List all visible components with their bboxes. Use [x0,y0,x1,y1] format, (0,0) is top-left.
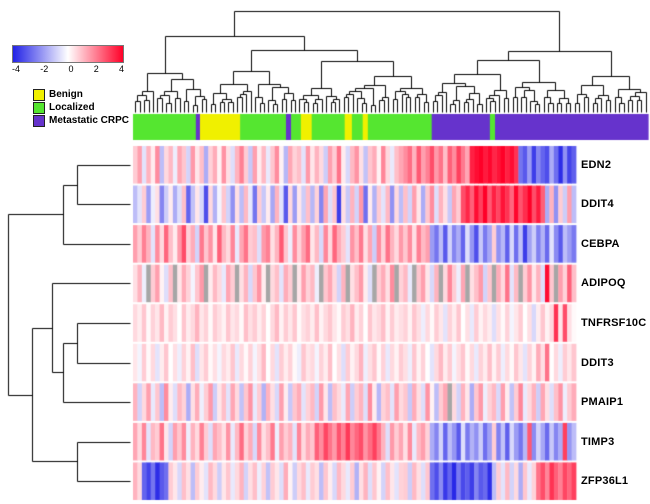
row-label: CEBPA [581,237,620,250]
color-scale-tick: -2 [40,64,49,74]
row-label: ZFP36L1 [581,475,629,488]
row-label: DDIT4 [581,198,614,211]
color-scale-tick: 4 [118,64,124,74]
row-label: ADIPOQ [581,277,626,290]
legend-label-metastatic-crpc: Metastatic CRPC [49,115,130,126]
row-label: PMAIP1 [581,396,624,409]
color-scale-tick: -4 [12,64,21,74]
color-scale: -4 -2 0 2 4 [12,45,124,74]
legend-item-localized: Localized [33,102,129,114]
legend-item-metastatic-crpc: Metastatic CRPC [33,115,129,127]
color-scale-ticks: -4 -2 0 2 4 [12,64,124,74]
legend-label-localized: Localized [49,102,95,113]
row-label: EDN2 [581,158,612,171]
legend-swatch-benign [33,89,45,101]
legend-item-benign: Benign [33,89,129,101]
sample-type-legend: Benign Localized Metastatic CRPC [33,89,129,128]
row-label: TIMP3 [581,435,615,448]
color-scale-tick: 2 [93,64,99,74]
row-label: DDIT3 [581,356,614,369]
color-scale-tick: 0 [68,64,74,74]
color-gradient [12,45,124,63]
legend-label-benign: Benign [49,89,83,100]
legend-swatch-localized [33,102,45,114]
legend-swatch-metastatic-crpc [33,115,45,127]
row-label: TNFRSF10C [581,317,647,329]
